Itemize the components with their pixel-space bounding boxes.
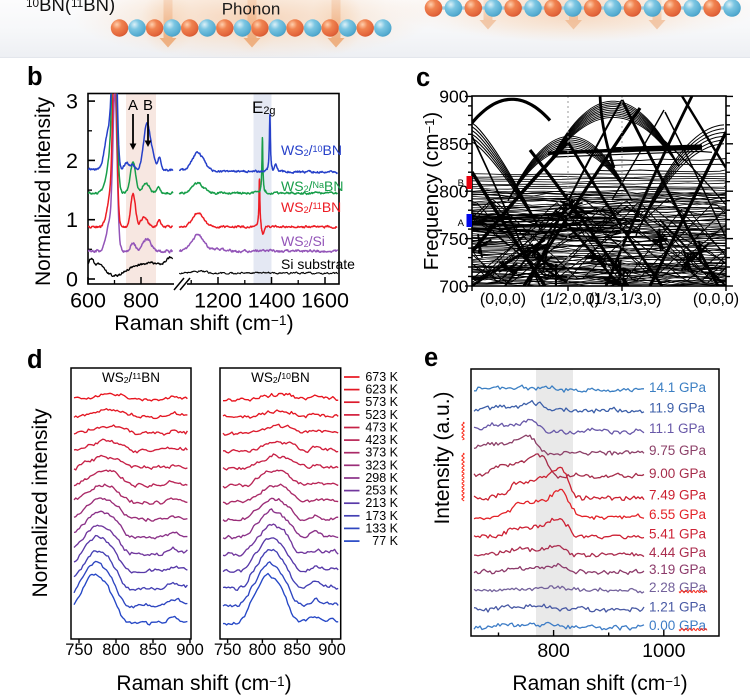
svg-text:Normalized intensity: Normalized intensity bbox=[29, 408, 52, 598]
svg-text:750: 750 bbox=[214, 641, 242, 659]
svg-text:e: e bbox=[424, 344, 438, 372]
svg-text:Raman shift (cm−1): Raman shift (cm−1) bbox=[512, 672, 687, 695]
svg-text:3: 3 bbox=[66, 90, 78, 114]
svg-text:800: 800 bbox=[439, 182, 468, 202]
svg-text:(1/3,1/3,0): (1/3,1/3,0) bbox=[589, 291, 662, 308]
svg-text:673 K: 673 K bbox=[365, 370, 398, 384]
svg-text:b: b bbox=[27, 63, 43, 91]
svg-text:800: 800 bbox=[123, 289, 159, 313]
svg-text:(0,0,0): (0,0,0) bbox=[480, 291, 526, 308]
svg-text:A: A bbox=[128, 97, 138, 114]
svg-text:700: 700 bbox=[439, 276, 468, 296]
svg-text:9.00 GPa: 9.00 GPa bbox=[649, 466, 707, 481]
svg-text:900: 900 bbox=[176, 641, 204, 659]
svg-text:1600: 1600 bbox=[301, 289, 349, 313]
svg-text:WS2/11BN: WS2/11BN bbox=[102, 370, 160, 385]
svg-text:5.41 GPa: 5.41 GPa bbox=[649, 527, 707, 542]
svg-text:WS2/11BN: WS2/11BN bbox=[281, 199, 341, 215]
svg-text:d: d bbox=[27, 346, 43, 374]
svg-text:B: B bbox=[458, 178, 464, 189]
svg-text:11.9 GPa: 11.9 GPa bbox=[649, 401, 706, 416]
svg-text:800: 800 bbox=[537, 640, 570, 662]
svg-text:2.28 GPa: 2.28 GPa bbox=[649, 580, 707, 595]
svg-text:10BN(11BN): 10BN(11BN) bbox=[26, 0, 115, 15]
svg-text:373 K: 373 K bbox=[365, 446, 398, 460]
svg-text:298 K: 298 K bbox=[365, 471, 398, 485]
svg-text:750: 750 bbox=[65, 641, 93, 659]
svg-text:A: A bbox=[458, 218, 465, 229]
svg-text:1000: 1000 bbox=[642, 640, 686, 662]
svg-text:0.00 GPa: 0.00 GPa bbox=[649, 618, 707, 633]
svg-text:E2g: E2g bbox=[252, 98, 275, 117]
svg-text:11.1 GPa: 11.1 GPa bbox=[649, 421, 706, 436]
svg-text:0: 0 bbox=[66, 268, 78, 292]
svg-text:523 K: 523 K bbox=[365, 408, 398, 422]
svg-text:1: 1 bbox=[66, 208, 78, 232]
svg-text:77 K: 77 K bbox=[372, 534, 398, 548]
svg-text:600: 600 bbox=[70, 289, 106, 313]
svg-text:323 K: 323 K bbox=[365, 458, 398, 472]
svg-text:B: B bbox=[143, 97, 153, 114]
svg-text:(0,0,0): (0,0,0) bbox=[693, 291, 739, 308]
svg-text:c: c bbox=[416, 64, 430, 92]
svg-text:850: 850 bbox=[283, 641, 311, 659]
svg-text:Frequency (cm−1): Frequency (cm−1) bbox=[420, 112, 443, 270]
svg-text:7.49 GPa: 7.49 GPa bbox=[649, 488, 707, 503]
svg-text:623 K: 623 K bbox=[365, 383, 398, 397]
svg-text:6.55 GPa: 6.55 GPa bbox=[649, 507, 707, 522]
svg-text:800: 800 bbox=[102, 641, 130, 659]
svg-text:WS2/10BN: WS2/10BN bbox=[281, 142, 342, 158]
svg-text:2: 2 bbox=[66, 149, 78, 173]
svg-text:173 K: 173 K bbox=[365, 509, 398, 523]
svg-text:900: 900 bbox=[318, 641, 346, 659]
svg-text:573 K: 573 K bbox=[365, 395, 398, 409]
svg-text:Raman shift (cm−1): Raman shift (cm−1) bbox=[114, 311, 293, 335]
svg-text:WS2/10BN: WS2/10BN bbox=[251, 370, 310, 385]
svg-text:(1/2,0,0): (1/2,0,0) bbox=[540, 291, 600, 308]
svg-text:14.1 GPa: 14.1 GPa bbox=[649, 380, 707, 395]
svg-text:Normalized intensity: Normalized intensity bbox=[32, 96, 55, 286]
svg-text:1200: 1200 bbox=[194, 289, 242, 313]
svg-text:423 K: 423 K bbox=[365, 433, 398, 447]
svg-text:Raman shift (cm−1): Raman shift (cm−1) bbox=[116, 672, 291, 695]
svg-text:800: 800 bbox=[249, 641, 277, 659]
svg-text:900: 900 bbox=[439, 87, 468, 107]
svg-text:1.21 GPa: 1.21 GPa bbox=[649, 600, 707, 615]
svg-text:133 K: 133 K bbox=[365, 521, 398, 535]
svg-text:WS2/Si: WS2/Si bbox=[281, 233, 325, 249]
svg-text:253 K: 253 K bbox=[365, 484, 398, 498]
svg-text:Phonon: Phonon bbox=[222, 0, 281, 19]
svg-text:473 K: 473 K bbox=[365, 421, 398, 435]
svg-text:4.44 GPa: 4.44 GPa bbox=[649, 545, 707, 560]
svg-text:Intensity (a.u.): Intensity (a.u.) bbox=[431, 391, 454, 524]
svg-text:WS2/NaBN: WS2/NaBN bbox=[281, 178, 343, 194]
svg-text:750: 750 bbox=[439, 229, 468, 249]
svg-text:1400: 1400 bbox=[248, 289, 296, 313]
svg-text:Si substrate: Si substrate bbox=[281, 256, 355, 272]
svg-text:850: 850 bbox=[439, 134, 468, 154]
svg-text:9.75 GPa: 9.75 GPa bbox=[649, 443, 707, 458]
svg-text:850: 850 bbox=[139, 641, 167, 659]
svg-text:213 K: 213 K bbox=[365, 496, 398, 510]
svg-text:3.19 GPa: 3.19 GPa bbox=[649, 562, 707, 577]
